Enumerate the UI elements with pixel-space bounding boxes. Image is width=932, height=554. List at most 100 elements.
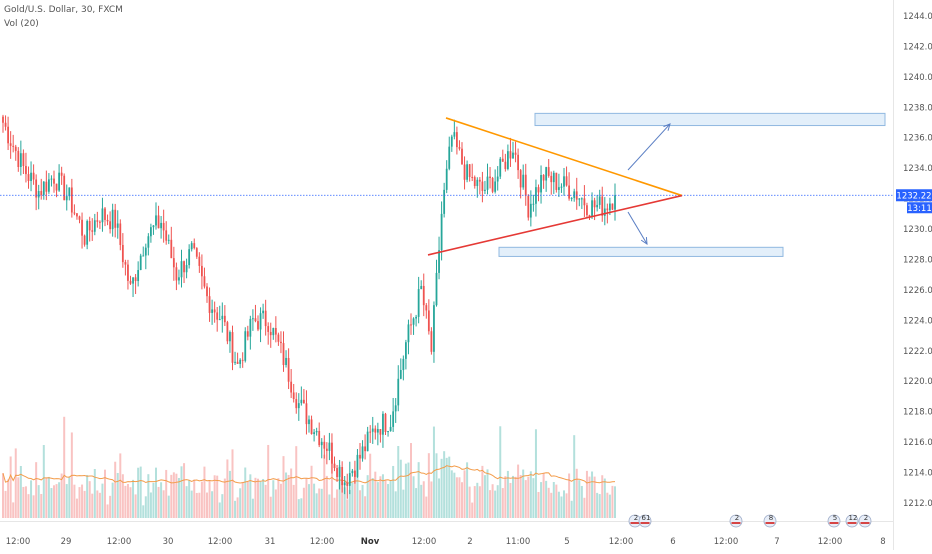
volume-bar xyxy=(522,469,525,518)
candle-body xyxy=(532,203,535,205)
volume-bar xyxy=(310,465,313,518)
time-axis[interactable]: 12:00 29 12:00 30 12:00 31 12:00 Nov 12:00 2 11:00… xyxy=(6,537,886,547)
candle-body xyxy=(346,482,349,486)
candle-body xyxy=(550,175,553,183)
volume-bar xyxy=(537,491,540,518)
volume-bar xyxy=(455,477,458,518)
candle-body xyxy=(417,289,420,317)
volume-bar xyxy=(606,492,609,518)
volume-bar xyxy=(473,486,476,518)
candle-body xyxy=(323,441,326,449)
candle-body xyxy=(313,432,315,435)
candle-body xyxy=(598,196,601,205)
volume-bar xyxy=(203,466,206,518)
volume-bar xyxy=(109,495,112,518)
candle-body xyxy=(359,454,361,459)
event-flag-icon[interactable]: 5 xyxy=(827,514,841,528)
volume-bar xyxy=(491,484,494,518)
candle-body xyxy=(331,442,333,464)
candle-body xyxy=(53,178,55,184)
volume-bar xyxy=(384,479,387,518)
candle-body xyxy=(402,358,405,371)
candle-body xyxy=(55,183,58,191)
volume-legend[interactable]: Vol (20) xyxy=(4,19,39,29)
volume-bar xyxy=(578,480,581,518)
flag-stripe xyxy=(765,522,775,524)
candle-body xyxy=(30,172,32,182)
candle-body xyxy=(269,331,272,336)
candle-body xyxy=(134,277,137,282)
volume-bar xyxy=(96,490,99,518)
volume-bar xyxy=(330,453,333,518)
candle-body xyxy=(415,316,417,319)
volume-bar xyxy=(111,482,114,518)
event-flag-icon[interactable]: 61 xyxy=(638,514,652,528)
volume-bar xyxy=(514,476,517,518)
volume-bar xyxy=(292,484,295,518)
volume-bar xyxy=(297,499,300,518)
drawings-layer[interactable] xyxy=(427,112,886,257)
volume-bar xyxy=(139,466,142,518)
upper-target-zone xyxy=(534,112,886,127)
candle-body xyxy=(7,126,9,144)
event-flag-icon[interactable]: 12 xyxy=(845,514,859,528)
volume-bar xyxy=(35,462,38,518)
candle-body xyxy=(73,212,76,214)
candle-body xyxy=(478,179,481,182)
candle-body xyxy=(190,243,193,250)
event-flag-icon[interactable]: 8 xyxy=(763,514,777,528)
price-tick-label: 1214.00 xyxy=(903,469,932,479)
volume-bar xyxy=(353,470,356,518)
volume-bar xyxy=(343,487,346,518)
candle-body xyxy=(165,230,168,241)
volume-bar xyxy=(269,496,272,518)
candle-body xyxy=(50,178,53,180)
volume-bar xyxy=(445,457,448,518)
candle-body xyxy=(547,167,550,176)
volume-bar xyxy=(608,494,611,518)
volume-bar xyxy=(476,482,479,518)
economic-events[interactable]: 2 61 2 8 5 12 2 xyxy=(628,514,872,528)
volume-bar xyxy=(394,491,397,518)
volume-bar xyxy=(183,463,186,518)
event-flag-icon[interactable]: 2 xyxy=(729,514,743,528)
candle-body xyxy=(473,177,476,187)
candle-body xyxy=(226,322,229,342)
candle-body xyxy=(450,136,453,147)
volume-bar xyxy=(399,459,402,518)
volume-bar xyxy=(560,496,563,518)
event-flag-icon[interactable]: 2 xyxy=(858,514,872,528)
volume-bar xyxy=(223,478,226,518)
candle-body xyxy=(356,454,359,477)
candle-body xyxy=(280,341,282,344)
candle-body xyxy=(144,247,147,256)
current-price-label: 1232.22 xyxy=(896,191,931,201)
volume-bar xyxy=(75,498,78,518)
candle-body xyxy=(430,331,433,352)
price-axis[interactable]: 1212.00 1214.00 1216.00 1218.00 1220.00 1222.… xyxy=(903,12,932,509)
volume-bar xyxy=(300,498,303,518)
volume-bar xyxy=(142,505,145,518)
time-tick-label: 11:00 xyxy=(506,537,531,547)
volume-bar xyxy=(14,448,17,518)
volume-bar xyxy=(389,481,392,518)
candle-body xyxy=(540,175,542,193)
volume-bar xyxy=(285,472,288,518)
time-tick-label: 12:00 xyxy=(714,537,739,547)
candle-body xyxy=(9,143,12,146)
candle-body xyxy=(124,262,127,265)
countdown-label: 13:11 xyxy=(907,204,932,214)
volume-bar xyxy=(588,476,591,518)
volume-bar xyxy=(63,416,66,518)
candle-body xyxy=(32,172,35,180)
volume-bar xyxy=(272,480,275,518)
volume-bar xyxy=(195,492,198,518)
candle-body xyxy=(183,261,185,273)
volume-bar xyxy=(425,496,428,518)
symbol-legend[interactable]: Gold/U.S. Dollar, 30, FXCM xyxy=(4,5,123,15)
volume-bar xyxy=(466,462,469,518)
volume-bar xyxy=(573,435,576,518)
candle-body xyxy=(195,248,198,257)
